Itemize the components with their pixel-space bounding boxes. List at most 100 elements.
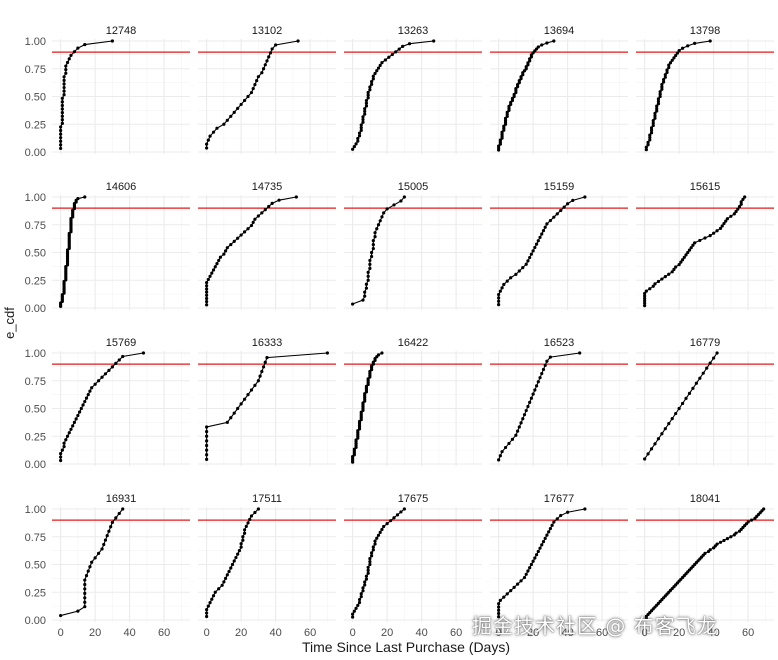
ecdf-point bbox=[76, 609, 80, 613]
x-tick-label: 40 bbox=[124, 627, 136, 639]
ecdf-point bbox=[83, 591, 87, 595]
y-tick-label: 0.75 bbox=[25, 220, 46, 232]
ecdf-point bbox=[538, 235, 542, 239]
facet-panel-16779: 16779 bbox=[636, 337, 774, 466]
ecdf-point bbox=[552, 39, 556, 43]
ecdf-point bbox=[205, 614, 209, 619]
ecdf-point bbox=[325, 351, 329, 355]
ecdf-point bbox=[737, 205, 742, 209]
ecdf-point bbox=[741, 197, 745, 202]
x-tick-label: 60 bbox=[304, 627, 316, 639]
ecdf-point bbox=[512, 585, 516, 589]
ecdf-point bbox=[232, 239, 236, 243]
ecdf-point bbox=[83, 605, 87, 609]
facet-title: 12748 bbox=[106, 25, 137, 37]
ecdf-point bbox=[211, 268, 216, 272]
ecdf-point bbox=[222, 252, 226, 256]
ecdf-point bbox=[208, 274, 212, 278]
facet-title: 17511 bbox=[252, 493, 282, 505]
ecdf-point bbox=[385, 522, 389, 526]
ecdf-point bbox=[653, 442, 657, 446]
ecdf-point bbox=[205, 142, 209, 146]
ecdf-point bbox=[83, 578, 87, 582]
ecdf-point bbox=[510, 437, 515, 441]
ecdf-point bbox=[708, 39, 712, 43]
ecdf-point bbox=[105, 534, 109, 538]
ecdf-point bbox=[217, 587, 221, 591]
facet-title: 16523 bbox=[544, 337, 575, 349]
ecdf-point bbox=[541, 229, 546, 233]
ecdf-point bbox=[114, 516, 118, 520]
ecdf-point bbox=[545, 222, 549, 226]
ecdf-point bbox=[684, 396, 688, 401]
ecdf-point bbox=[121, 507, 125, 511]
ecdf-point bbox=[86, 569, 90, 573]
ecdf-point bbox=[76, 197, 80, 201]
ecdf-point bbox=[62, 75, 66, 79]
ecdf-point bbox=[545, 359, 549, 363]
ecdf-point bbox=[670, 416, 674, 421]
ecdf-point bbox=[665, 70, 669, 74]
ecdf-point bbox=[689, 246, 693, 250]
facet-title: 16779 bbox=[690, 337, 721, 349]
ecdf-point bbox=[534, 553, 539, 557]
ecdf-point bbox=[376, 353, 381, 357]
ecdf-point bbox=[718, 540, 723, 544]
ecdf-point bbox=[643, 457, 647, 461]
ecdf-point bbox=[407, 42, 412, 46]
ecdf-point bbox=[559, 208, 563, 213]
ecdf-point bbox=[356, 603, 360, 607]
ecdf-point bbox=[538, 376, 542, 380]
ecdf-point bbox=[526, 259, 530, 263]
facet-panel-17511: 17511 bbox=[198, 493, 336, 622]
ecdf-point bbox=[534, 242, 539, 246]
ecdf-point bbox=[352, 609, 356, 613]
ecdf-point bbox=[502, 282, 506, 287]
ecdf-point bbox=[361, 117, 365, 122]
x-tick-label: 0 bbox=[204, 627, 210, 639]
ecdf-point bbox=[246, 393, 250, 397]
ecdf-point bbox=[380, 61, 384, 65]
ecdf-point bbox=[366, 90, 370, 95]
ecdf-point bbox=[361, 298, 365, 302]
ecdf-point bbox=[69, 53, 73, 57]
ecdf-point bbox=[96, 379, 101, 383]
ecdf-point bbox=[703, 551, 707, 555]
ecdf-point bbox=[368, 557, 372, 561]
ecdf-point bbox=[370, 554, 374, 558]
ecdf-point bbox=[529, 562, 533, 567]
ecdf-point bbox=[562, 205, 566, 209]
ecdf-point bbox=[237, 549, 241, 553]
ecdf-point bbox=[65, 434, 70, 438]
ecdf-point bbox=[263, 360, 267, 364]
ecdf-point bbox=[653, 282, 657, 286]
ecdf-point bbox=[739, 202, 743, 206]
ecdf-point bbox=[667, 422, 671, 426]
ecdf-point bbox=[693, 41, 697, 46]
ecdf-point bbox=[370, 250, 374, 255]
ecdf-point bbox=[60, 107, 64, 111]
ecdf-point bbox=[361, 120, 365, 124]
ecdf-point bbox=[69, 427, 73, 431]
ecdf-point bbox=[249, 223, 254, 228]
ecdf-point bbox=[256, 507, 260, 511]
ecdf-point bbox=[67, 57, 71, 61]
ecdf-point bbox=[59, 146, 63, 151]
ecdf-point bbox=[646, 452, 650, 456]
ecdf-point bbox=[253, 83, 257, 87]
ecdf-point bbox=[62, 89, 66, 93]
ecdf-point bbox=[88, 565, 92, 569]
ecdf-point bbox=[222, 122, 226, 126]
ecdf-point bbox=[205, 443, 209, 448]
ecdf-line bbox=[60, 40, 113, 149]
ecdf-point bbox=[693, 241, 697, 245]
ecdf-point bbox=[658, 94, 662, 99]
ecdf-point bbox=[71, 424, 75, 428]
ecdf-point bbox=[93, 556, 97, 560]
ecdf-point bbox=[497, 292, 501, 297]
ecdf-point bbox=[370, 551, 374, 555]
ecdf-point bbox=[656, 99, 661, 103]
ecdf-point bbox=[382, 524, 386, 529]
ecdf-point bbox=[364, 577, 369, 581]
ecdf-point bbox=[76, 46, 80, 50]
